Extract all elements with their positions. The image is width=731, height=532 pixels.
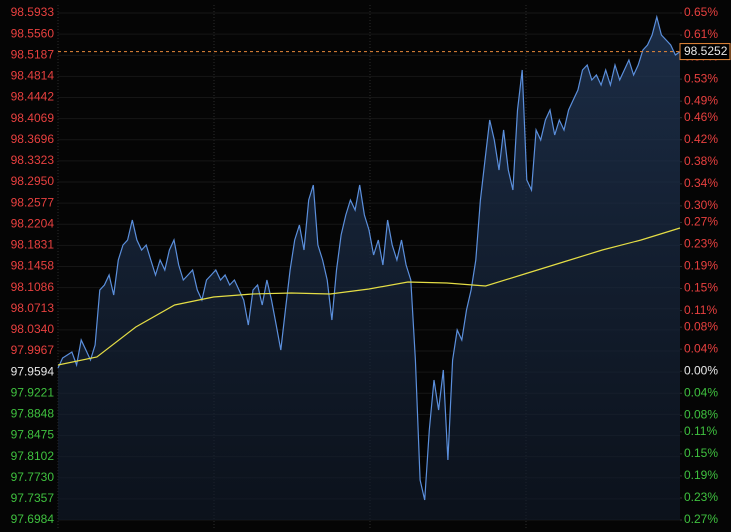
- y-tick-label: 98.5560: [11, 26, 55, 40]
- y2-tick-label: 0.27%: [684, 215, 718, 229]
- y2-tick-label: 0.00%: [684, 363, 718, 377]
- y2-tick-label: 0.34%: [684, 176, 718, 190]
- y-tick-label: 98.2950: [11, 174, 55, 188]
- price-line: [57, 14, 681, 501]
- y2-tick-label: 0.08%: [684, 319, 718, 333]
- y-tick-label: 98.3323: [11, 153, 55, 167]
- last-price-box: [679, 43, 731, 61]
- y2-tick-label: 0.27%: [684, 512, 718, 526]
- y-tick-label: 98.0340: [11, 322, 55, 336]
- y-tick-label: 97.6984: [11, 512, 55, 526]
- y2-tick-label: 0.65%: [684, 5, 718, 19]
- y-tick-label: 97.9221: [11, 385, 55, 399]
- y-tick-label: 97.9594: [11, 364, 55, 378]
- y-tick-label: 98.1086: [11, 280, 55, 294]
- y2-tick-label: 0.04%: [684, 341, 718, 355]
- y-tick-label: 98.4069: [11, 111, 55, 125]
- y2-tick-label: 0.23%: [684, 237, 718, 251]
- y2-tick-label: 0.30%: [684, 198, 718, 212]
- y-tick-label: 97.7357: [11, 491, 55, 505]
- vertical-grid: [57, 5, 527, 530]
- y-tick-label: 98.4442: [11, 90, 55, 104]
- y2-tick-label: 0.42%: [684, 132, 718, 146]
- y-tick-label: 98.4814: [11, 69, 55, 83]
- y-tick-label: 98.0713: [11, 301, 55, 315]
- y-tick-label: 98.3696: [11, 132, 55, 146]
- y-tick-label: 98.2577: [11, 195, 55, 209]
- last-price-label: 98.5252: [684, 44, 728, 58]
- average-line: [57, 227, 681, 366]
- y-tick-label: 98.5187: [11, 47, 55, 61]
- y-tick-label: 97.7730: [11, 470, 55, 484]
- y2-tick-label: 0.23%: [684, 490, 718, 504]
- y-tick-label: 97.8848: [11, 407, 55, 421]
- y2-tick-label: 0.15%: [684, 281, 718, 295]
- y2-tick-label: 0.11%: [684, 303, 717, 317]
- y-tick-label: 98.1458: [11, 259, 55, 273]
- y-tick-label: 97.8102: [11, 449, 55, 463]
- y2-tick-label: 0.61%: [684, 27, 718, 41]
- y2-tick-label: 0.19%: [684, 259, 718, 273]
- y2-tick-label: 0.08%: [684, 407, 718, 421]
- area: [58, 17, 680, 520]
- y2-tick-label: 0.15%: [684, 446, 718, 460]
- y-tick-label: 97.8475: [11, 428, 55, 442]
- y2-tick-label: 0.04%: [684, 385, 718, 399]
- y2-tick-label: 0.11%: [684, 424, 717, 438]
- y-tick-label: 98.5933: [11, 5, 55, 19]
- y-tick-label: 98.2204: [11, 216, 55, 230]
- y2-tick-label: 0.49%: [684, 93, 718, 107]
- y2-tick-label: 0.38%: [684, 154, 718, 168]
- y2-tick-label: 0.53%: [684, 71, 718, 85]
- y2-tick-label: 0.19%: [684, 468, 718, 482]
- y-tick-label: 97.9967: [11, 343, 55, 357]
- y-tick-label: 98.1831: [11, 238, 55, 252]
- y2-tick-label: 0.46%: [684, 110, 718, 124]
